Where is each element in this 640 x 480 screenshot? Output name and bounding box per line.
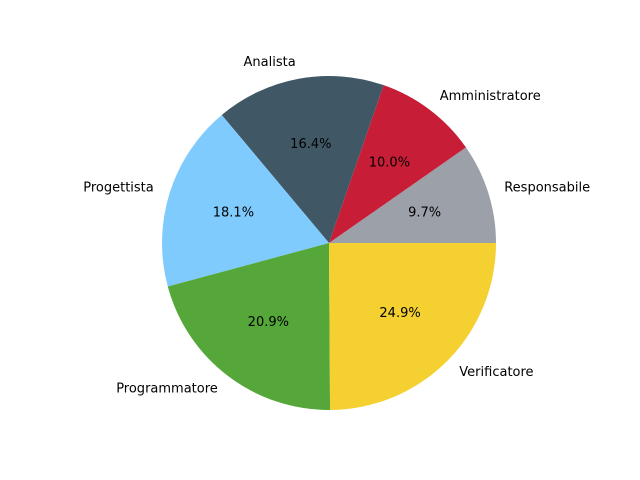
pie-percent-responsabile: 9.7% [408,205,441,220]
pie-percent-analista: 16.4% [290,137,331,152]
pie-label-analista: Analista [244,55,296,70]
pie-label-progettista: Progettista [83,180,154,195]
pie-slice-progettista [161,114,329,287]
pie-percent-programmatore: 20.9% [248,315,289,330]
pie-slice-analista [221,76,384,243]
pie-percent-verificatore: 24.9% [379,306,420,321]
pie-percent-progettista: 18.1% [213,205,254,220]
pie-slice-programmatore [167,243,331,411]
pie-label-programmatore: Programmatore [116,382,218,397]
pie-label-amministratore: Amministratore [440,89,541,104]
pie-label-verificatore: Verificatore [459,365,533,380]
pie-percent-labels: 9.7% 10.0% 16.4% 18.1% 20.9% 24.9% [213,137,441,330]
pie-category-labels: Responsabile Amministratore Analista Proget… [83,55,590,397]
pie-wedges [161,76,496,411]
pie-slice-amministratore [329,85,466,243]
pie-label-responsabile: Responsabile [504,180,590,195]
pie-slice-verificatore [329,243,496,410]
pie-slice-responsabile [329,147,496,243]
pie-percent-amministratore: 10.0% [369,156,410,171]
